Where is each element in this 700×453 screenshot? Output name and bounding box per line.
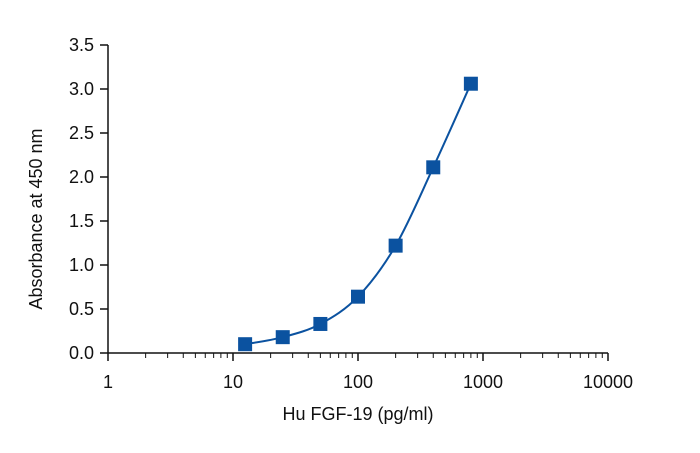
data-point [275, 330, 290, 345]
x-tick-label: 1000 [463, 372, 503, 392]
y-tick-label: 2.0 [69, 167, 94, 187]
y-tick-label: 2.5 [69, 123, 94, 143]
data-point [238, 337, 253, 352]
y-tick-label: 3.5 [69, 35, 94, 55]
data-point [351, 289, 365, 304]
y-tick-label: 3.0 [69, 79, 94, 99]
data-point [426, 160, 441, 175]
data-points [238, 76, 478, 352]
fit-curve [244, 83, 472, 346]
y-tick-label: 1.5 [69, 211, 94, 231]
data-point [463, 76, 478, 91]
y-axis-label: Absorbance at 450 nm [26, 128, 46, 309]
x-tick-label: 100 [343, 372, 373, 392]
data-point [388, 238, 403, 253]
y-tick-label: 0.5 [69, 299, 94, 319]
x-tick-label: 1 [103, 372, 113, 392]
x-axis-label: Hu FGF-19 (pg/ml) [282, 404, 433, 424]
x-tick-label: 10 [223, 372, 243, 392]
data-point [313, 316, 328, 331]
x-tick-label: 10000 [583, 372, 633, 392]
y-tick-label: 1.0 [69, 255, 94, 275]
axes: 1 10 100 1000 10000 0.0 0.5 1.0 1.5 2.0 2.5 3.0 3.5 [69, 35, 633, 392]
y-tick-label: 0.0 [69, 343, 94, 363]
